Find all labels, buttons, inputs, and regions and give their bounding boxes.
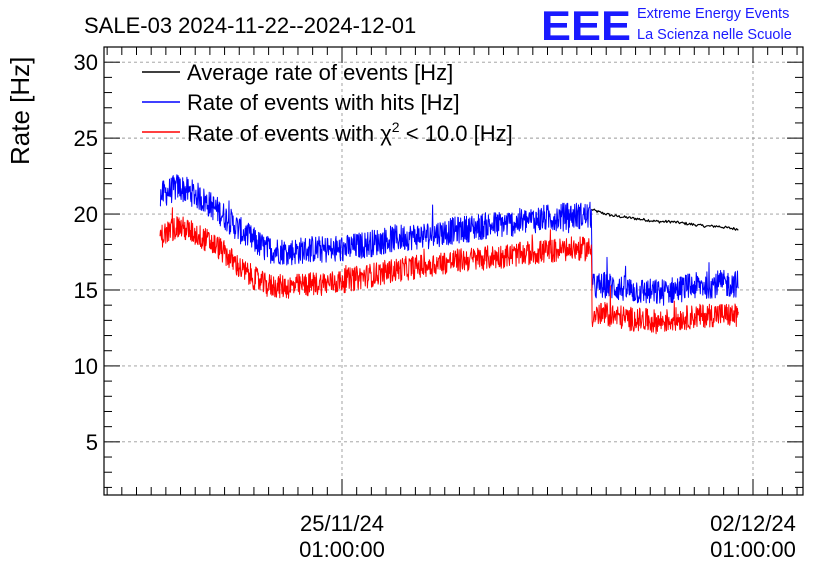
legend-label-hits: Rate of events with hits [Hz] (187, 90, 460, 115)
series-average (591, 208, 739, 231)
x-tick-label-time: 01:00:00 (299, 537, 385, 562)
eee-logo-line1: Extreme Energy Events (637, 6, 789, 22)
x-tick-label-date: 25/11/24 (300, 511, 384, 536)
y-tick-label: 5 (86, 430, 98, 455)
y-axis-label: Rate [Hz] (5, 57, 35, 165)
legend-label-average: Average rate of events [Hz] (187, 60, 453, 85)
x-tick-label-date: 02/12/24 (710, 511, 796, 536)
eee-logo-mark: EEE (541, 2, 631, 49)
chart-title: SALE-03 2024-11-22--2024-12-01 (84, 13, 416, 38)
y-tick-label: 10 (74, 354, 98, 379)
legend-chi-symbol: χ (380, 121, 392, 146)
axes: 5101520253025/11/2401:00:0002/12/2401:00… (74, 46, 803, 562)
series-chi2 (159, 207, 739, 335)
legend-chi-superscript: 2 (392, 119, 400, 135)
series-group (159, 174, 739, 335)
eee-logo: EEE Extreme Energy Events La Scienza nel… (541, 2, 792, 49)
legend-label-chi2-main: Rate of events with (187, 121, 374, 146)
legend-label-chi2: Rate of events with χ2 < 10.0 [Hz] (187, 119, 513, 146)
y-tick-label: 30 (74, 50, 98, 75)
y-tick-label: 25 (74, 126, 98, 151)
series-hits (159, 174, 739, 306)
y-tick-label: 15 (74, 278, 98, 303)
eee-logo-line2: La Scienza nelle Scuole (637, 27, 792, 43)
legend-label-chi2-suffix: < 10.0 [Hz] (400, 121, 513, 146)
plot-frame (103, 46, 804, 496)
y-tick-label: 20 (74, 202, 98, 227)
legend: Average rate of events [Hz] Rate of even… (142, 60, 513, 146)
x-tick-label-time: 01:00:00 (710, 537, 796, 562)
